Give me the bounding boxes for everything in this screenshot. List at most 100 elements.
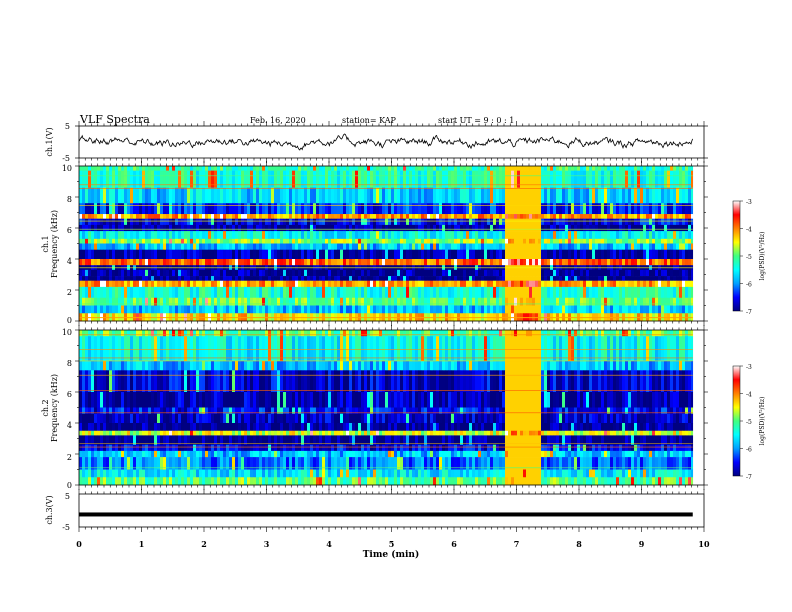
spectrogram-cell — [619, 269, 623, 277]
spectrogram-cell — [259, 297, 263, 306]
spectrogram-cell — [160, 249, 164, 260]
spectrogram-cell — [139, 243, 143, 250]
spectrogram-cell — [493, 243, 497, 250]
spectrogram-cell — [439, 280, 443, 288]
spectrogram-cell — [274, 276, 278, 281]
spectrogram-cell — [460, 361, 464, 371]
spectrogram-cell — [565, 218, 569, 226]
spectrogram-cell — [403, 361, 407, 371]
spectrogram-cell — [313, 330, 317, 337]
spectrogram-cell — [379, 187, 383, 204]
spectrogram-cell — [340, 269, 344, 277]
spectrogram-cell — [553, 297, 557, 306]
spectrogram-cell — [235, 187, 239, 204]
spectrogram-cell — [244, 286, 248, 299]
spectrogram-cell — [454, 166, 458, 171]
spectrogram-cell — [244, 361, 248, 371]
spectrogram-cell — [505, 187, 509, 204]
spectrogram-cell — [355, 259, 359, 266]
spectrogram-cell — [382, 249, 386, 260]
spectrogram-cell — [205, 370, 209, 393]
spectrogram-cell — [271, 361, 275, 371]
spectrogram-cell — [571, 305, 575, 314]
spectrogram-cell — [106, 269, 110, 277]
spectrogram-cell — [412, 224, 416, 232]
spectrogram-cell — [466, 280, 470, 288]
spectrogram-cell — [319, 276, 323, 281]
spectrogram-cell — [640, 249, 644, 260]
spectrogram-cell — [295, 203, 299, 215]
spectrogram-cell — [226, 276, 230, 281]
spectrogram-cell — [91, 224, 95, 232]
spectrogram-cell — [658, 170, 662, 188]
spectrogram-cell — [226, 203, 230, 215]
spectrogram-cell — [562, 224, 566, 232]
spectrogram-cell — [457, 218, 461, 226]
spectrogram-cell — [298, 286, 302, 299]
spectrogram-cell — [253, 370, 257, 393]
spectrogram-cell — [220, 259, 224, 266]
spectrogram-cell — [334, 243, 338, 250]
spectrogram-cell — [580, 330, 584, 337]
spectrogram-cell — [196, 249, 200, 260]
spectrogram-cell — [208, 330, 212, 337]
spectrogram-cell — [370, 249, 374, 260]
spectrogram-cell — [598, 187, 602, 204]
spectrogram-cell — [343, 218, 347, 226]
spectrogram-cell — [280, 276, 284, 281]
spectrogram-cell — [610, 286, 614, 299]
spectrogram-cell — [652, 203, 656, 215]
spectrogram-cell — [94, 214, 98, 219]
spectrogram-cell — [298, 280, 302, 288]
spectrogram-cell — [679, 170, 683, 188]
spectrogram-cell — [91, 269, 95, 277]
spectrogram-cell — [577, 203, 581, 215]
spectrogram-cell — [376, 231, 380, 240]
spectrogram-cell — [313, 231, 317, 240]
spectrogram-cell — [388, 286, 392, 299]
spectrogram-cell — [121, 231, 125, 240]
spectrogram-cell — [583, 297, 587, 306]
spectrogram-cell — [223, 297, 227, 306]
spectrogram-cell — [271, 276, 275, 281]
spectrogram-cell — [199, 361, 203, 371]
spectrogram-cell — [622, 166, 626, 171]
spectrogram-cell — [124, 370, 128, 393]
spectrogram-cell — [592, 305, 596, 314]
spectrogram-cell — [475, 297, 479, 306]
spectrogram-cell — [331, 259, 335, 266]
spectrogram-cell — [448, 286, 452, 299]
spectrogram-cell — [679, 370, 683, 393]
spectrogram-cell — [316, 170, 320, 188]
spectrogram-cell — [184, 170, 188, 188]
spectrogram-cell — [379, 203, 383, 215]
spectrogram-cell — [172, 269, 176, 277]
spectrogram-cell — [304, 297, 308, 306]
spectrogram-cell — [424, 224, 428, 232]
spectrogram-cell — [676, 214, 680, 219]
spectrogram-cell — [433, 297, 437, 306]
spectrogram-cell — [409, 336, 413, 362]
spectrogram-cell — [187, 170, 191, 188]
spectrogram-cell — [235, 203, 239, 215]
spectrogram-cell — [166, 286, 170, 299]
spectrogram-cell — [397, 243, 401, 250]
spectrogram-cell — [280, 259, 284, 266]
spectrogram-cell — [565, 224, 569, 232]
spectrogram-cell — [559, 238, 563, 244]
spectrogram-cell — [625, 166, 629, 171]
spectrogram-cell — [373, 187, 377, 204]
spectrogram-cell — [688, 224, 692, 232]
spectrogram-cell — [616, 297, 620, 306]
spectrogram-cell — [508, 166, 512, 171]
spectrogram-cell — [562, 218, 566, 226]
spectrogram-cell — [580, 224, 584, 232]
spectrogram-cell — [400, 203, 404, 215]
spectrogram-cell — [331, 166, 335, 171]
spectrogram-cell — [373, 305, 377, 314]
spectrogram-cell — [79, 166, 83, 171]
spectrogram-cell — [373, 238, 377, 244]
spectrogram-cell — [325, 269, 329, 277]
spectrogram-cell — [610, 305, 614, 314]
spectrogram-cell — [217, 336, 221, 362]
